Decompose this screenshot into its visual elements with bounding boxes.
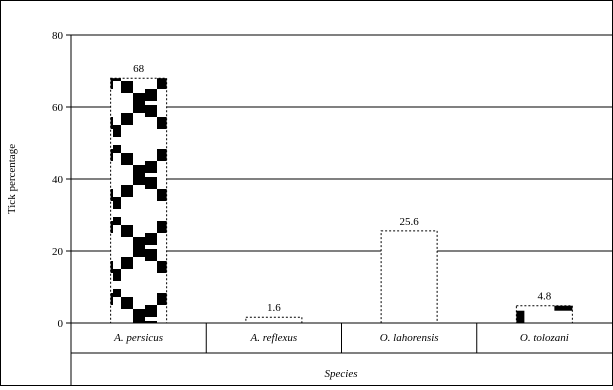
data-label: 25.6 xyxy=(400,216,420,228)
y-tick-label: 0 xyxy=(58,318,64,330)
x-tick-label: A. persicus xyxy=(113,332,163,344)
data-label: 4.8 xyxy=(538,291,552,303)
y-axis-title: Tick percentage xyxy=(6,144,18,214)
bar-fill-segment xyxy=(554,305,573,311)
y-tick-label: 20 xyxy=(52,246,64,258)
bar xyxy=(245,316,303,324)
x-tick-label: A. reflexus xyxy=(250,332,298,344)
axes xyxy=(66,34,612,385)
x-tick-label: O. tolozani xyxy=(520,332,569,344)
bar xyxy=(110,77,168,324)
y-tick-label: 60 xyxy=(52,102,64,114)
labels: 0 20 40 60 80 68 A. persicus 1.6 A. reflexus 25.6… xyxy=(52,30,569,344)
bars xyxy=(110,77,573,324)
bar-fill-segment xyxy=(516,310,525,323)
y-tick-label: 80 xyxy=(52,30,64,42)
data-label: 68 xyxy=(133,63,145,75)
data-label: 1.6 xyxy=(267,302,281,314)
bar xyxy=(380,230,438,324)
x-axis-title: Species xyxy=(325,368,358,380)
y-tick-label: 40 xyxy=(52,174,64,186)
x-tick-label: O. lahorensis xyxy=(380,332,439,344)
